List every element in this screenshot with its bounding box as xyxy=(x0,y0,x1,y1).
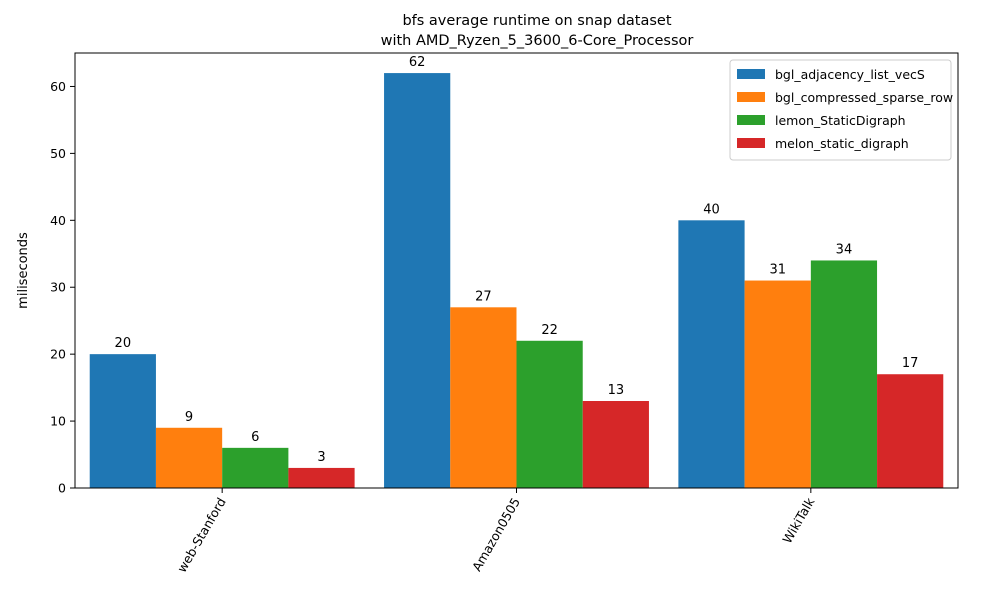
bar-lemon_StaticDigraph-web-Stanford xyxy=(222,447,289,488)
data-label-melon_static_digraph-WikiTalk: 17 xyxy=(902,356,919,371)
bar-bgl_adjacency_list_vecS-Amazon0505 xyxy=(384,73,451,488)
y-tick-label-60: 60 xyxy=(50,79,66,94)
data-label-bgl_adjacency_list_vecS-WikiTalk: 40 xyxy=(703,202,720,217)
data-label-bgl_adjacency_list_vecS-web-Stanford: 20 xyxy=(115,336,132,351)
bar-bgl_compressed_sparse_row-web-Stanford xyxy=(155,427,223,488)
legend-swatch-melon_static_digraph xyxy=(737,138,765,148)
data-label-bgl_compressed_sparse_row-Amazon0505: 27 xyxy=(475,289,492,304)
legend: bgl_adjacency_list_vecS bgl_compressed_sp… xyxy=(729,59,953,161)
legend-swatch-bgl_compressed_sparse_row xyxy=(737,92,765,102)
x-tick-label-Amazon0505: Amazon0505 xyxy=(469,495,523,574)
bar-lemon_StaticDigraph-Amazon0505 xyxy=(516,340,583,488)
legend-box xyxy=(729,59,952,161)
legend-label-bgl_compressed_sparse_row: bgl_compressed_sparse_row xyxy=(775,90,953,105)
legend-label-lemon_StaticDigraph: lemon_StaticDigraph xyxy=(775,113,906,128)
data-label-bgl_compressed_sparse_row-web-Stanford: 9 xyxy=(185,410,193,425)
legend-label-bgl_adjacency_list_vecS: bgl_adjacency_list_vecS xyxy=(775,67,925,82)
data-label-bgl_compressed_sparse_row-WikiTalk: 31 xyxy=(769,263,786,278)
y-tick-label-20: 20 xyxy=(50,347,66,362)
bar-melon_static_digraph-web-Stanford xyxy=(288,467,355,488)
legend-swatch-lemon_StaticDigraph xyxy=(737,115,765,125)
y-tick-label-50: 50 xyxy=(50,146,66,161)
y-tick-label-10: 10 xyxy=(50,414,66,429)
data-label-bgl_adjacency_list_vecS-Amazon0505: 62 xyxy=(409,55,426,70)
data-labels: 20 62 40 9 27 31 6 22 34 3 13 17 xyxy=(115,55,919,465)
y-tick-label-30: 30 xyxy=(50,280,66,295)
bar-bgl_compressed_sparse_row-Amazon0505 xyxy=(450,307,517,488)
chart-title-line-1: bfs average runtime on snap dataset xyxy=(402,13,671,29)
y-axis-label: miliseconds xyxy=(16,232,31,309)
bar-melon_static_digraph-Amazon0505 xyxy=(582,401,649,488)
x-tick-label-web-Stanford: web-Stanford xyxy=(174,495,229,575)
y-tick-label-0: 0 xyxy=(58,481,66,496)
y-tick-label-40: 40 xyxy=(50,213,66,228)
data-label-melon_static_digraph-web-Stanford: 3 xyxy=(317,450,325,465)
bar-bgl_adjacency_list_vecS-WikiTalk xyxy=(678,220,745,488)
bars xyxy=(89,73,944,488)
data-label-lemon_StaticDigraph-Amazon0505: 22 xyxy=(541,323,558,338)
bar-melon_static_digraph-WikiTalk xyxy=(877,374,944,488)
data-label-lemon_StaticDigraph-web-Stanford: 6 xyxy=(251,430,259,445)
bar-bgl_compressed_sparse_row-WikiTalk xyxy=(744,280,811,488)
chart-title-line-2: with AMD_Ryzen_5_3600_6-Core_Processor xyxy=(381,33,694,49)
legend-swatch-bgl_adjacency_list_vecS xyxy=(737,69,765,79)
bar-bgl_adjacency_list_vecS-web-Stanford xyxy=(89,354,156,488)
legend-label-melon_static_digraph: melon_static_digraph xyxy=(775,136,909,151)
bar-lemon_StaticDigraph-WikiTalk xyxy=(810,260,878,488)
x-tick-label-WikiTalk: WikiTalk xyxy=(779,494,817,546)
data-label-melon_static_digraph-Amazon0505: 13 xyxy=(608,383,625,398)
data-label-lemon_StaticDigraph-WikiTalk: 34 xyxy=(836,242,853,257)
